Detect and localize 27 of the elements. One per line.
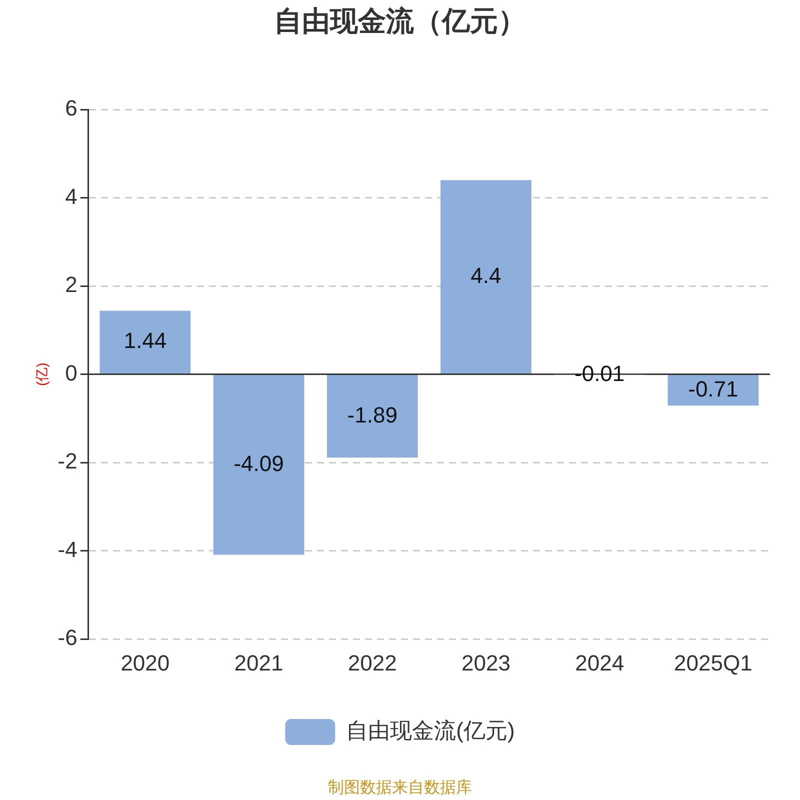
text: 制图数据来自数据库 [328, 778, 472, 796]
y-tick-label: -4 [58, 536, 78, 562]
x-tick-label: 2023 [462, 650, 510, 676]
x-tick-label: 2020 [120, 650, 170, 676]
x-tick-label: 2024 [575, 650, 624, 676]
bar [440, 180, 532, 374]
x-tick-label: 2022 [348, 650, 397, 676]
y-tick-label: 6 [65, 96, 78, 121]
data-label: 1.44 [124, 328, 167, 354]
y-tick-label: -2 [58, 448, 78, 474]
data-label: -4.09 [234, 450, 284, 476]
x-tick-label: 2021 [234, 650, 284, 676]
bar [213, 375, 304, 555]
bar [100, 310, 191, 374]
chart-title: 自由现金流（亿元） [274, 6, 526, 37]
bar [668, 375, 759, 406]
x-tick-label: 2025Q1 [674, 650, 752, 676]
data-label: -1.89 [347, 402, 398, 428]
y-tick-label: -6 [58, 625, 78, 650]
y-tick-label: 2 [65, 272, 78, 298]
bar [326, 375, 418, 458]
data-label: 4.4 [470, 262, 502, 288]
legend-label: 自由现金流(亿元) [346, 718, 515, 744]
y-axis-title: (亿) [33, 362, 50, 386]
y-tick-label: 0 [65, 360, 78, 386]
data-label: -0.71 [688, 376, 738, 402]
y-tick-label: 4 [65, 184, 78, 209]
